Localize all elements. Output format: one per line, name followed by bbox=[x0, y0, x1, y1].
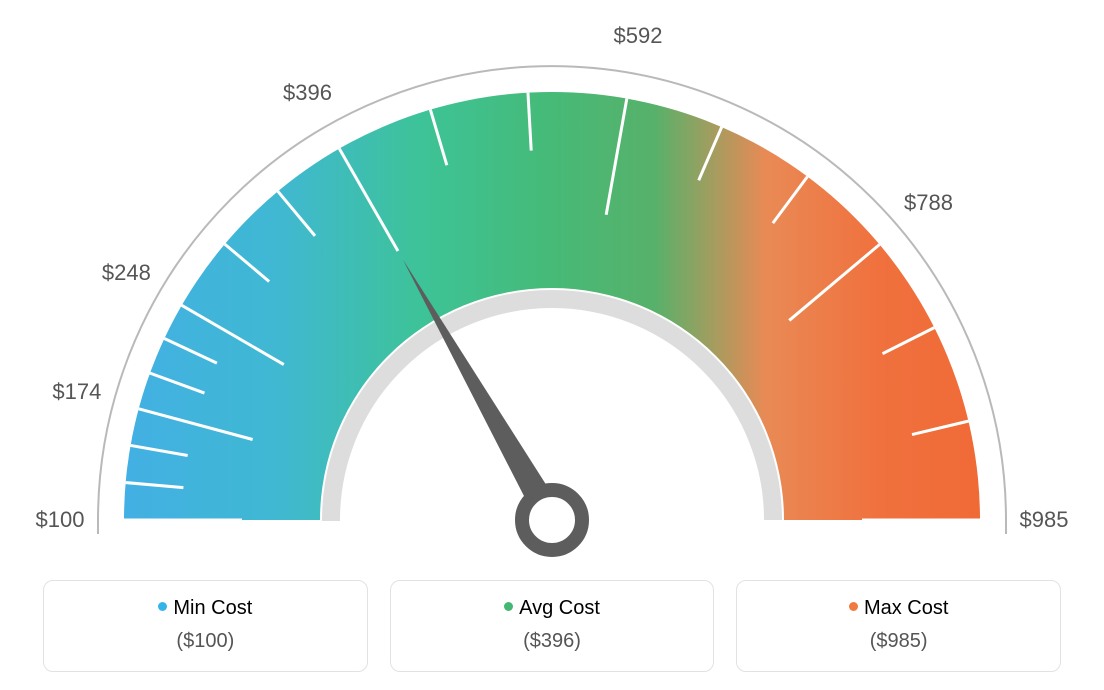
legend-value-min: ($100) bbox=[44, 630, 367, 653]
legend-dot-avg bbox=[504, 602, 513, 611]
legend-value-max: ($985) bbox=[737, 630, 1060, 653]
legend-card-min: Min Cost ($100) bbox=[43, 580, 368, 672]
legend-card-max: Max Cost ($985) bbox=[736, 580, 1061, 672]
legend-title-min: Min Cost bbox=[44, 597, 367, 620]
legend-label-min: Min Cost bbox=[173, 597, 252, 619]
legend-value-avg: ($396) bbox=[391, 630, 714, 653]
legend-label-avg: Avg Cost bbox=[519, 597, 600, 619]
gauge-tick-label: $100 bbox=[36, 507, 85, 533]
gauge-tick-label: $396 bbox=[283, 80, 332, 106]
gauge-tick-label: $592 bbox=[614, 23, 663, 49]
cost-gauge: $100 $174 $248 $396 $592 $788 $985 bbox=[0, 0, 1104, 560]
gauge-tick-label: $788 bbox=[904, 190, 953, 216]
gauge-svg bbox=[0, 0, 1104, 560]
gauge-tick-label: $174 bbox=[52, 379, 101, 405]
legend-dot-min bbox=[158, 602, 167, 611]
legend-dot-max bbox=[849, 602, 858, 611]
legend-row: Min Cost ($100) Avg Cost ($396) Max Cost… bbox=[43, 580, 1061, 672]
legend-card-avg: Avg Cost ($396) bbox=[390, 580, 715, 672]
legend-title-avg: Avg Cost bbox=[391, 597, 714, 620]
gauge-tick-label: $985 bbox=[1020, 507, 1069, 533]
legend-label-max: Max Cost bbox=[864, 597, 948, 619]
legend-title-max: Max Cost bbox=[737, 597, 1060, 620]
gauge-tick-label: $248 bbox=[102, 260, 151, 286]
